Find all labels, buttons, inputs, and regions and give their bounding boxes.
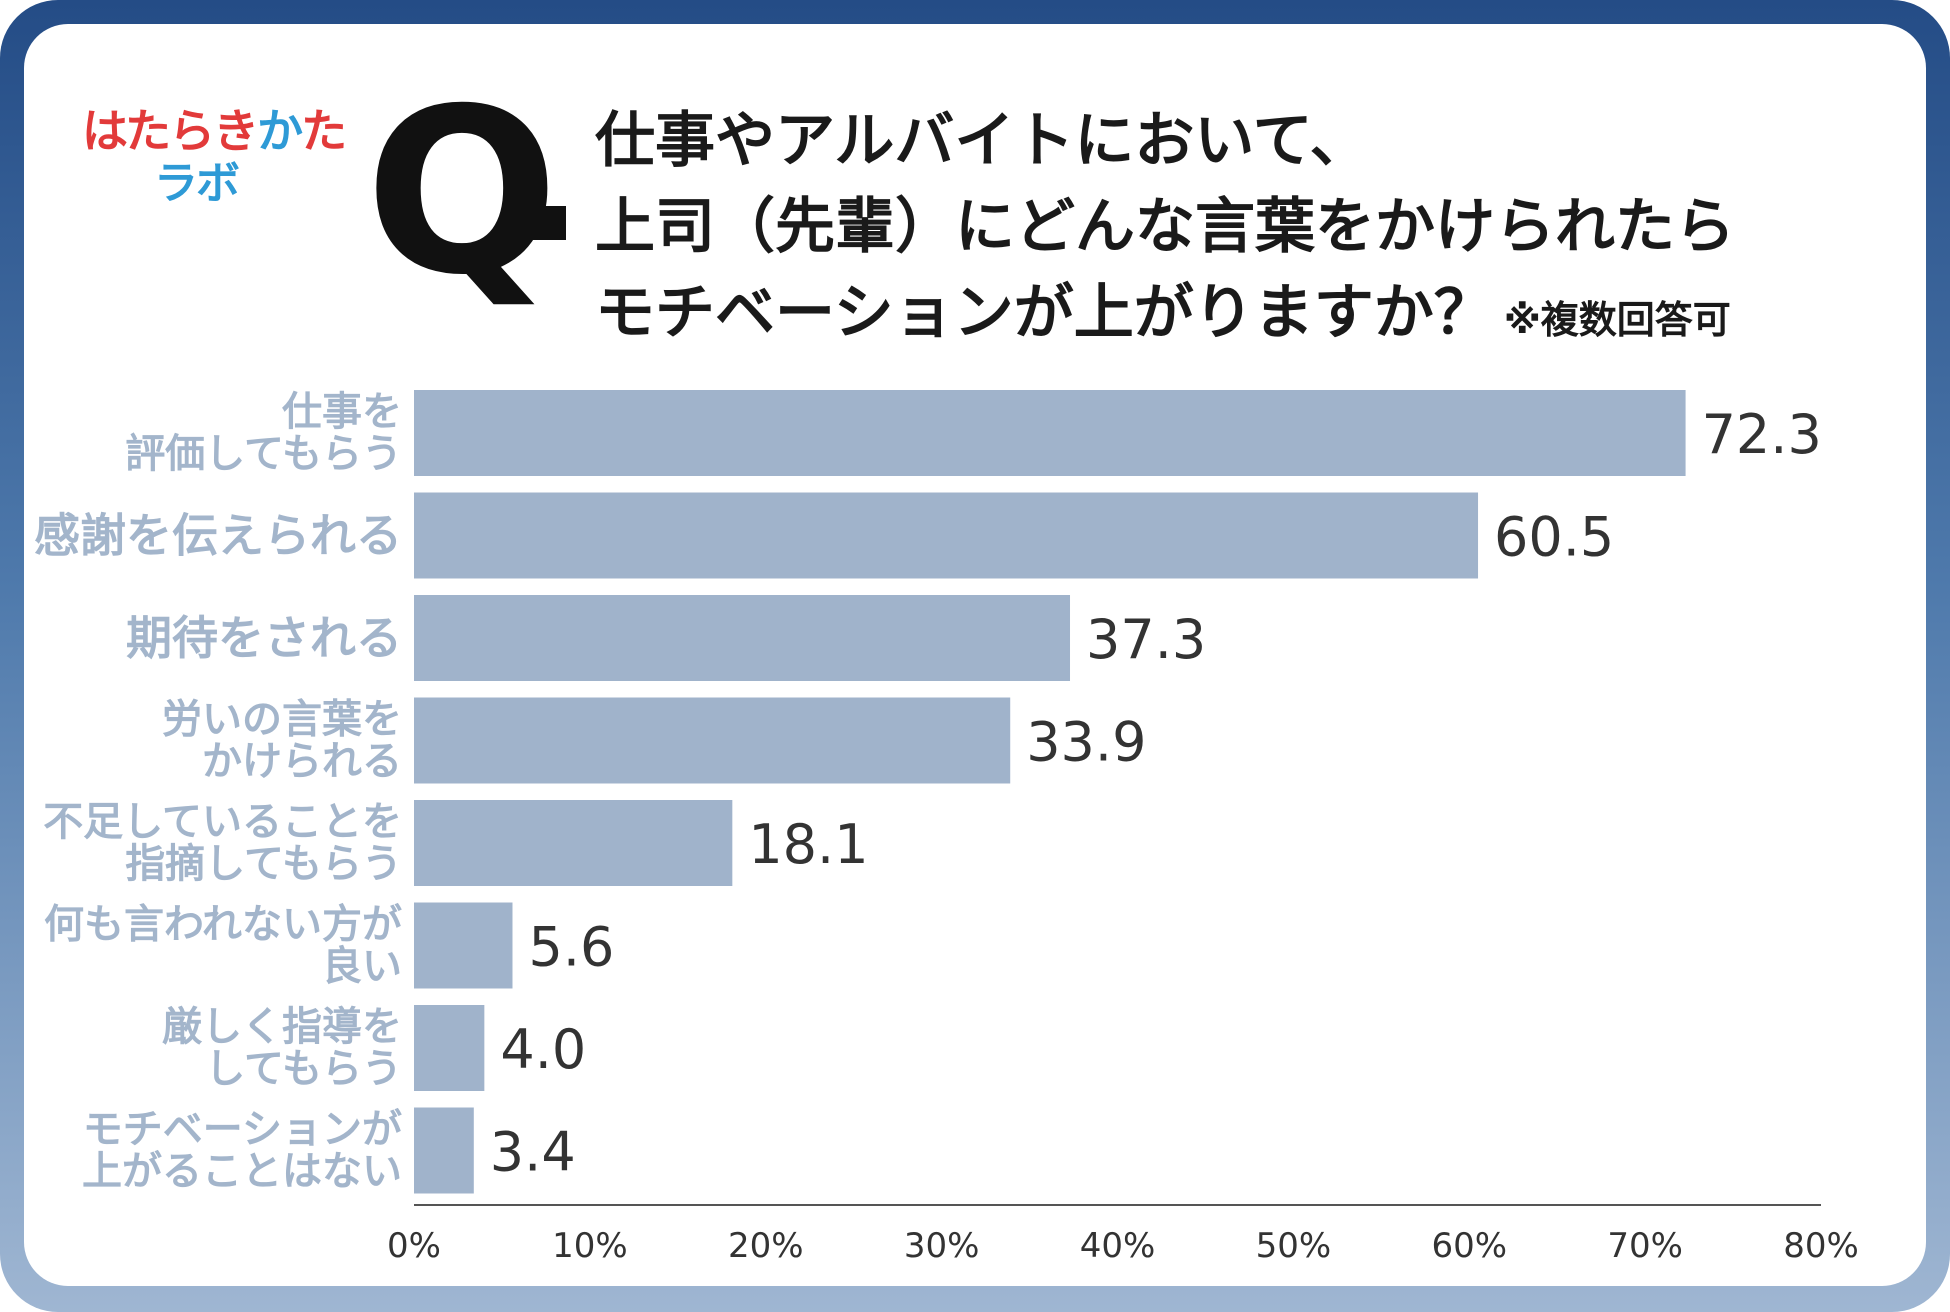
bar-6 (414, 1005, 485, 1091)
bar-0 (414, 390, 1686, 476)
x-tick-label-6: 60% (1431, 1226, 1507, 1266)
logo-char: た (301, 104, 347, 158)
x-tick-label-2: 20% (728, 1226, 804, 1266)
category-label-6-1: してもらう (205, 1046, 402, 1092)
value-label-2: 37.3 (1086, 608, 1206, 671)
category-label-3-0: 労いの言葉を (162, 697, 402, 743)
value-label-7: 3.4 (490, 1121, 576, 1184)
x-tick-label-3: 30% (904, 1226, 980, 1266)
logo-char: た (125, 104, 171, 158)
logo-line1: はたらきかた (82, 95, 347, 161)
value-label-5: 5.6 (528, 916, 614, 979)
category-label-5-0: 何も言われない方が (44, 902, 402, 948)
bar-1 (414, 492, 1479, 579)
value-label-6: 4.0 (500, 1018, 586, 1081)
category-label-0-0: 仕事を (282, 389, 402, 435)
x-tick-label-4: 40% (1080, 1226, 1156, 1266)
logo: はたらきかた ラボ (82, 95, 347, 209)
bar-4 (414, 800, 733, 886)
x-tick-label-7: 70% (1607, 1226, 1683, 1266)
category-label-3-1: かけられる (202, 739, 402, 785)
category-label-7-1: 上がることはない (82, 1149, 402, 1195)
question-square-icon (532, 206, 566, 240)
value-label-0: 72.3 (1702, 403, 1822, 466)
bar-7 (414, 1107, 474, 1194)
bar-3 (414, 697, 1011, 784)
x-tick-label-5: 50% (1256, 1226, 1332, 1266)
question-line3-text: モチベーションが上がりますか？ (595, 278, 1494, 348)
bar-5 (414, 902, 513, 989)
value-label-1: 60.5 (1494, 506, 1614, 569)
category-label-7-0: モチベーションが (83, 1107, 402, 1153)
question-mark-q: Q (365, 59, 559, 325)
category-label-0-1: 評価してもらう (125, 431, 402, 477)
logo-char: き (213, 104, 259, 158)
logo-char: ら (169, 104, 215, 158)
value-label-3: 33.9 (1026, 711, 1146, 774)
question-line1: 仕事やアルバイトにおいて、 (595, 106, 1370, 176)
category-label-4-1: 指摘してもらう (125, 841, 402, 887)
question-line2: 上司（先輩）にどんな言葉をかけられたら (595, 192, 1735, 262)
x-tick-label-0: 0% (387, 1226, 441, 1266)
question-note: ※複数回答可 (1503, 298, 1731, 342)
question-line3: モチベーションが上がりますか？ ※複数回答可 (595, 270, 1895, 363)
logo-line2: ラボ (154, 158, 240, 209)
logo-char: は (82, 104, 127, 158)
category-label-1-0: 感謝を伝えられる (34, 509, 402, 563)
category-label-6-0: 厳しく指導を (162, 1004, 402, 1050)
logo-char: か (257, 104, 303, 158)
x-tick-label-8: 80% (1783, 1226, 1859, 1266)
question-title: 仕事やアルバイトにおいて、 上司（先輩）にどんな言葉をかけられたら モチベーショ… (595, 98, 1895, 363)
value-label-4: 18.1 (748, 813, 868, 876)
x-tick-label-1: 10% (552, 1226, 628, 1266)
category-label-2-0: 期待をされる (126, 611, 402, 665)
bar-2 (414, 595, 1071, 681)
category-label-4-0: 不足していることを (43, 799, 402, 845)
category-label-5-1: 良い (322, 944, 402, 990)
